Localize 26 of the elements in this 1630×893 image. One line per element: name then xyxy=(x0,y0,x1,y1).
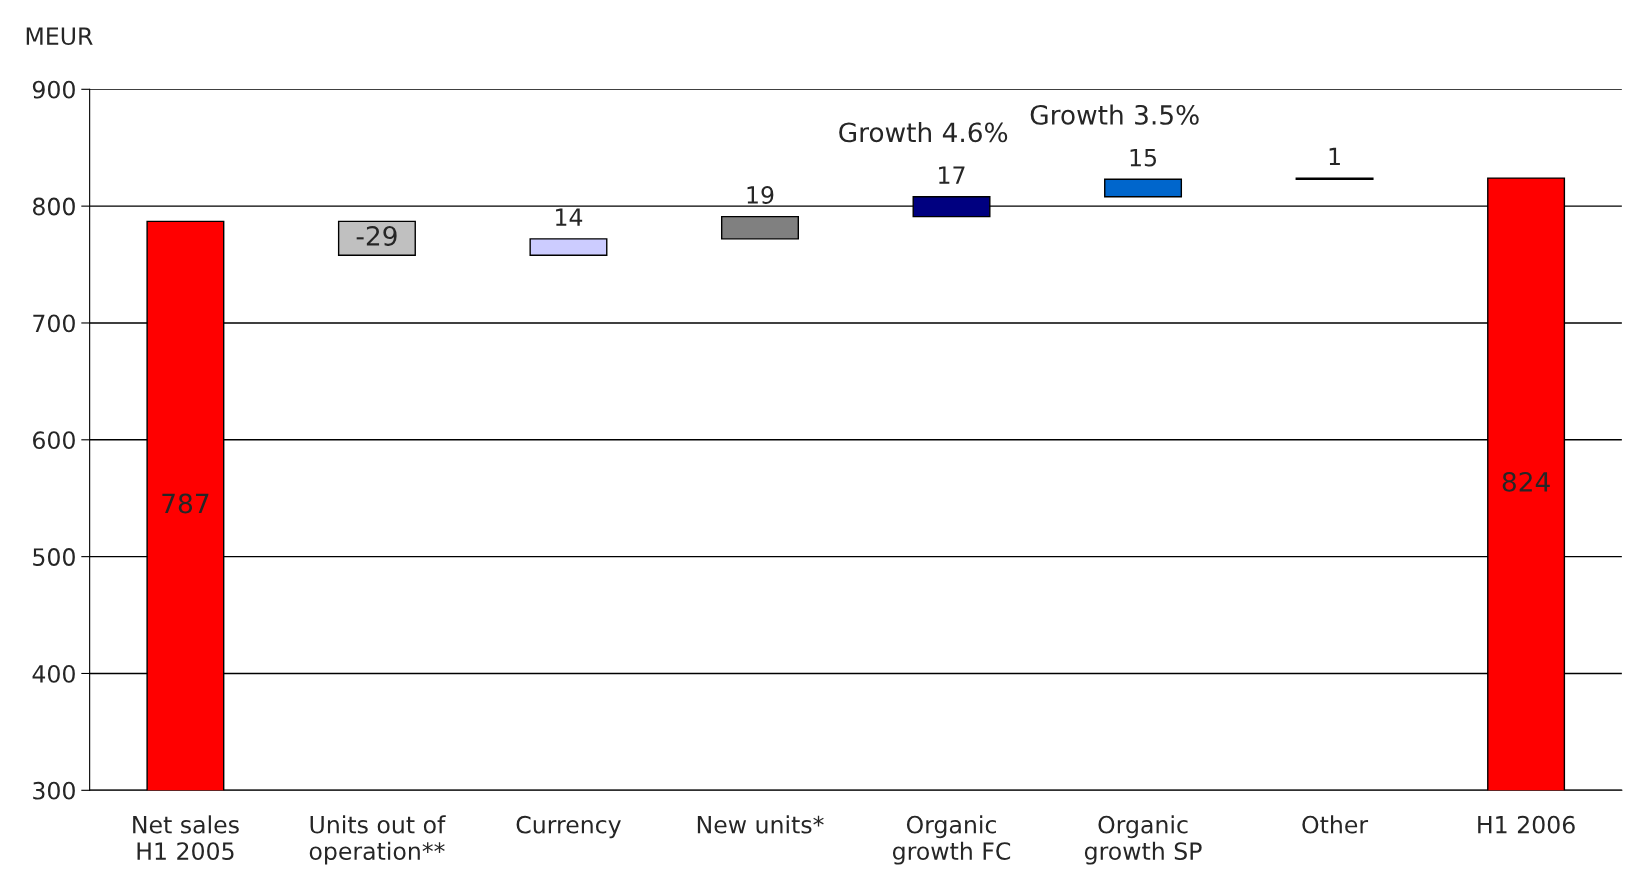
y-tick-label: 300 xyxy=(33,781,75,800)
annotation: Growth 3.5% xyxy=(1030,104,1199,125)
data-label: 15 xyxy=(1130,148,1156,167)
x-tick-label: H1 2006 xyxy=(1478,815,1575,834)
x-tick-label: Net sales H1 2005 xyxy=(133,815,239,861)
x-tick-label: New units* xyxy=(697,815,824,834)
data-label: 14 xyxy=(556,208,583,226)
data-label: -29 xyxy=(356,225,397,246)
x-tick-label: Currency xyxy=(516,815,621,839)
y-tick-label: 400 xyxy=(32,664,75,683)
x-tick-label: Organic growth FC xyxy=(892,815,1011,865)
y-tick-label: 700 xyxy=(33,314,75,333)
annotation: Growth 4.6% xyxy=(839,121,1008,143)
x-tick-label: Other xyxy=(1302,815,1369,834)
y-tick-label: 500 xyxy=(33,548,75,566)
data-label: 17 xyxy=(939,166,965,184)
x-tick-label: Organic growth SP xyxy=(1084,815,1202,865)
y-axis-title: MEUR xyxy=(26,27,93,46)
x-tick-label: Units out of operation** xyxy=(309,815,446,865)
data-label: 19 xyxy=(747,186,774,204)
data-label: 1 xyxy=(1329,147,1340,166)
y-tick-label: 900 xyxy=(32,80,75,99)
y-tick-label: 600 xyxy=(33,431,75,450)
data-label: 824 xyxy=(1502,471,1550,492)
data-label: 787 xyxy=(162,493,209,514)
y-tick-label: 800 xyxy=(32,197,75,216)
